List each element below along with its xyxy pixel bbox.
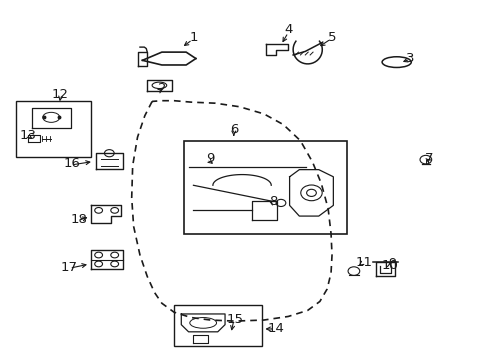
Text: 18: 18 <box>71 213 87 226</box>
Text: 2: 2 <box>157 82 166 95</box>
Bar <box>183 141 346 234</box>
Text: 6: 6 <box>230 123 239 136</box>
Text: 8: 8 <box>269 195 277 208</box>
Bar <box>174 305 261 346</box>
Text: 11: 11 <box>354 256 371 269</box>
Text: 16: 16 <box>63 157 80 170</box>
Text: 10: 10 <box>381 259 398 272</box>
Text: 5: 5 <box>327 31 336 44</box>
Text: 17: 17 <box>61 261 78 274</box>
Text: 12: 12 <box>51 88 68 101</box>
Text: 7: 7 <box>424 152 433 165</box>
Text: 1: 1 <box>189 31 197 44</box>
Text: 14: 14 <box>267 322 284 335</box>
Text: 4: 4 <box>284 23 292 36</box>
Text: 9: 9 <box>206 152 214 165</box>
Text: 15: 15 <box>226 313 243 326</box>
Bar <box>16 102 91 157</box>
Text: 13: 13 <box>20 129 37 142</box>
Text: 3: 3 <box>405 52 413 65</box>
